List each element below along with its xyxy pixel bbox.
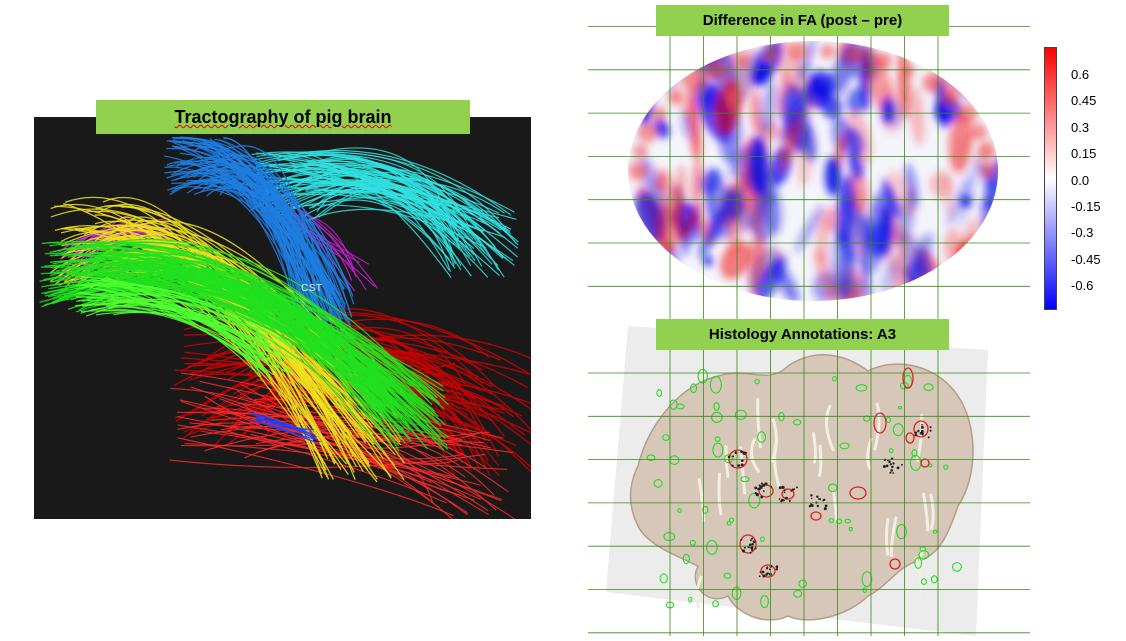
histology-slice [588, 326, 1030, 636]
colorbar-tick: 0.15 [1071, 146, 1097, 162]
histology-title-banner: Histology Annotations: A3 [656, 319, 949, 350]
fa-map-blobs [628, 41, 998, 301]
green-annotations [646, 368, 963, 609]
tractography-image: CST [34, 117, 552, 523]
fa-colorbar [1044, 47, 1057, 310]
fa-map-image [588, 26, 1030, 326]
colorbar-tick: 0.6 [1071, 67, 1090, 82]
colorbar-tick: -0.3 [1071, 225, 1094, 241]
colorbar-tick: 0.0 [1071, 172, 1090, 188]
histology-annotations-image [588, 326, 1030, 636]
cst-label: CST [301, 283, 323, 294]
fa-difference-map [588, 26, 1030, 326]
stain-dots [727, 423, 932, 578]
fiber-bundles [39, 136, 552, 523]
colorbar-tick: 0.45 [1071, 93, 1097, 109]
fa-title: Difference in FA (post – pre) [702, 12, 903, 29]
fa-title-banner: Difference in FA (post – pre) [656, 5, 949, 36]
tractography-fibers [39, 136, 552, 523]
histology-title: Histology Annotations: A3 [708, 326, 897, 343]
colorbar-tick: 0.3 [1071, 119, 1090, 135]
tractography-title: Tractography of pig brain [174, 107, 392, 127]
red-annotations [728, 367, 930, 578]
colorbar-tick: -0.45 [1071, 251, 1101, 267]
colorbar-tick: -0.15 [1071, 199, 1101, 214]
tractography-title-banner: Tractography of pig brain [96, 100, 470, 134]
histology-grid [588, 326, 1030, 636]
colorbar-tick: -0.6 [1071, 278, 1094, 294]
